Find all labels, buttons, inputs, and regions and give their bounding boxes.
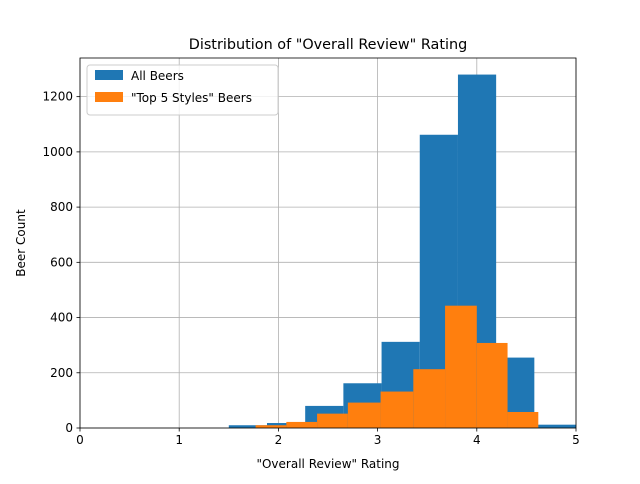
legend: All Beers "Top 5 Styles" Beers <box>86 64 279 116</box>
x-axis-label: "Overall Review" Rating <box>256 457 399 471</box>
legend-box <box>86 64 279 116</box>
bar-all-beers <box>228 425 267 428</box>
bar-top-5-styles <box>476 342 508 428</box>
x-axis-ticks: 0 1 2 3 4 5 <box>76 428 580 447</box>
x-tick-label: 1 <box>175 433 183 447</box>
y-tick-label: 1200 <box>42 90 73 104</box>
y-axis-ticks: 0 200 400 600 800 1000 1200 <box>42 90 80 435</box>
legend-swatch-all-beers <box>95 70 123 80</box>
x-tick-label: 2 <box>275 433 283 447</box>
y-tick-label: 600 <box>50 255 73 269</box>
bar-top-5-styles <box>286 421 318 428</box>
x-tick-label: 5 <box>572 433 580 447</box>
y-tick-label: 400 <box>50 311 73 325</box>
bar-top-5-styles <box>317 413 348 428</box>
y-axis-label: Beer Count <box>14 209 28 277</box>
y-tick-label: 800 <box>50 200 73 214</box>
x-tick-label: 4 <box>473 433 481 447</box>
x-tick-label: 0 <box>76 433 84 447</box>
bar-top-5-styles <box>445 305 477 428</box>
legend-label-top-5-styles: "Top 5 Styles" Beers <box>131 91 252 105</box>
bar-top-5-styles <box>507 411 539 428</box>
y-tick-label: 1000 <box>42 145 73 159</box>
legend-swatch-top-5-styles <box>95 92 123 102</box>
bar-top-5-styles <box>380 391 414 428</box>
chart-title: Distribution of "Overall Review" Rating <box>189 37 468 53</box>
y-tick-label: 0 <box>65 421 73 435</box>
bar-top-5-styles <box>347 402 381 428</box>
histogram-bars <box>228 74 576 428</box>
legend-label-all-beers: All Beers <box>131 69 184 83</box>
x-tick-label: 3 <box>374 433 382 447</box>
bar-all-beers <box>534 424 576 428</box>
plot-frame <box>79 57 577 429</box>
y-tick-label: 200 <box>50 366 73 380</box>
bar-top-5-styles <box>255 425 287 428</box>
bar-top-5-styles <box>413 369 446 428</box>
